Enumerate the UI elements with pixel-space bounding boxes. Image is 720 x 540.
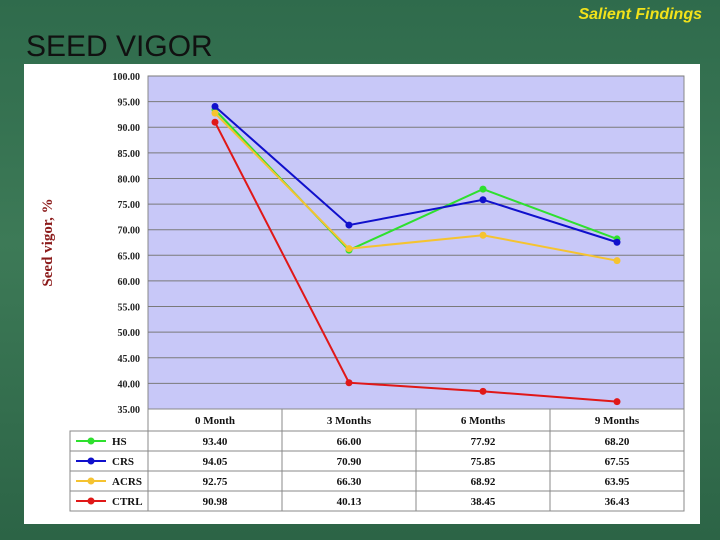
data-label: 38.45 [471, 496, 496, 508]
data-label: 77.92 [471, 436, 496, 448]
data-label: 90.98 [203, 496, 228, 508]
category-label: 0 Month [195, 415, 235, 427]
data-label: 67.55 [605, 456, 630, 468]
data-label: 75.85 [471, 456, 496, 468]
y-tick-label: 70.00 [118, 226, 141, 237]
legend-swatch-marker [87, 437, 95, 445]
data-point-crs [479, 196, 487, 204]
y-tick-label: 85.00 [118, 149, 141, 160]
data-point-acrs [613, 257, 621, 265]
data-label: 92.75 [203, 476, 228, 488]
data-point-ctrl [345, 379, 353, 387]
y-tick-label: 55.00 [118, 303, 141, 314]
y-axis-label: Seed vigor, % [40, 198, 56, 286]
data-point-ctrl [479, 387, 487, 395]
series-line-crs [214, 105, 618, 244]
series-line-ctrl [214, 121, 618, 403]
data-label: 94.05 [203, 456, 228, 468]
data-label: 68.92 [471, 476, 496, 488]
data-point-acrs [211, 109, 219, 117]
data-label: 40.13 [337, 496, 362, 508]
y-tick-label: 75.00 [118, 200, 141, 211]
data-label: 63.95 [605, 476, 630, 488]
data-point-hs [479, 185, 487, 193]
seed-vigor-chart: 100.00 95.00 90.00 85.00 80.00 75.00 70.00 65.0… [40, 72, 685, 512]
chart-panel: 100.00 95.00 90.00 85.00 80.00 75.00 70.00 65.0… [24, 64, 700, 524]
data-point-crs [613, 238, 621, 246]
data-point-ctrl [211, 118, 219, 126]
category-label: 3 Months [327, 415, 372, 427]
data-label: 68.20 [605, 436, 630, 448]
data-point-crs [345, 221, 353, 229]
legend-entry: ACRS [112, 476, 142, 488]
data-point-ctrl [613, 398, 621, 406]
series-line-acrs [214, 112, 618, 262]
category-label: 6 Months [461, 415, 506, 427]
legend-entry: CRS [112, 456, 134, 468]
data-label: 70.90 [337, 456, 362, 468]
y-tick-label: 40.00 [118, 379, 141, 390]
data-point-acrs [479, 231, 487, 239]
y-tick-label: 45.00 [118, 354, 141, 365]
y-tick-label: 95.00 [118, 98, 141, 109]
y-tick-label: 90.00 [118, 123, 141, 134]
y-tick-label: 50.00 [118, 328, 141, 339]
legend-swatch-marker [87, 497, 95, 505]
data-label: 66.00 [337, 436, 362, 448]
legend-swatch-marker [87, 477, 95, 485]
data-point-crs [211, 102, 219, 110]
data-label: 36.43 [605, 496, 630, 508]
legend-swatch-marker [87, 457, 95, 465]
salient-findings-label: Salient Findings [578, 6, 702, 23]
y-tick-label: 65.00 [118, 251, 141, 262]
slide-title: SEED VIGOR [26, 30, 213, 63]
y-tick-label: 100.00 [113, 72, 141, 83]
data-label: 66.30 [337, 476, 362, 488]
data-label: 93.40 [203, 436, 228, 448]
y-tick-label: 80.00 [118, 174, 141, 185]
data-point-acrs [345, 245, 353, 253]
y-tick-label: 35.00 [118, 405, 141, 416]
y-tick-label: 60.00 [118, 277, 141, 288]
legend-entry: CTRL [112, 496, 143, 508]
category-label: 9 Months [595, 415, 640, 427]
legend-entry: HS [112, 436, 127, 448]
